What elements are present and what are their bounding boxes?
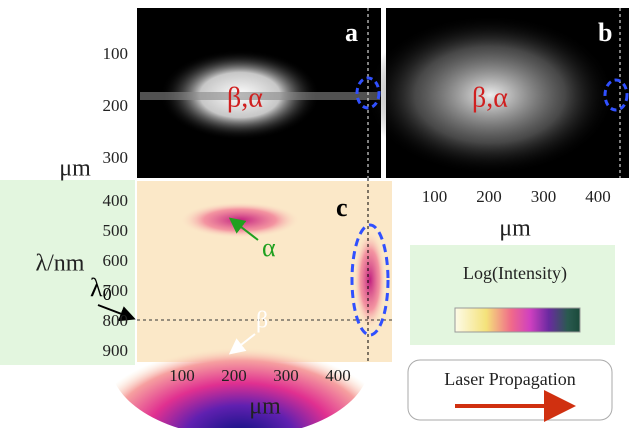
axis-label: μm — [499, 216, 531, 242]
panel-label: a — [345, 18, 358, 47]
tick-label: 300 — [531, 187, 557, 206]
panel-label: b — [598, 18, 612, 47]
tick-label: 200 — [221, 366, 247, 385]
panel-c-alpha-band — [180, 202, 300, 238]
tick-label: 300 — [273, 366, 299, 385]
annotation: β,α — [227, 82, 263, 113]
tick-label: 600 — [103, 251, 129, 270]
annotation: α — [262, 233, 276, 262]
tick-label: 100 — [422, 187, 448, 206]
tick-label: 300 — [103, 148, 129, 167]
tick-label: 900 — [103, 341, 129, 360]
panel-c-side-band — [354, 230, 386, 330]
tick-label: 700 — [103, 281, 129, 300]
panel-label: c — [336, 193, 348, 222]
tick-label: 800 — [103, 311, 129, 330]
figure: a b c β,α β,α α β λ0 μm λ/nm μm μm Log(I… — [0, 0, 629, 428]
axis-label: μm — [249, 394, 281, 420]
tick-label: 500 — [103, 221, 129, 240]
tick-label: 400 — [325, 366, 351, 385]
propagation-label: Laser Propagation — [444, 369, 575, 389]
page: a b c β,α β,α α β λ0 μm λ/nm μm μm Log(I… — [0, 0, 629, 428]
tick-label: 100 — [169, 366, 195, 385]
symbol: λ — [90, 273, 103, 302]
axis-label: μm — [59, 156, 91, 182]
tick-label: 200 — [476, 187, 502, 206]
tick-label: 200 — [103, 96, 129, 115]
annotation: β — [256, 308, 268, 334]
axis-label: λ/nm — [36, 251, 85, 277]
colorbar — [455, 308, 580, 332]
tick-label: 400 — [103, 191, 129, 210]
annotation: β,α — [472, 82, 508, 113]
tick-label: 400 — [585, 187, 611, 206]
colorbar-label: Log(Intensity) — [463, 263, 567, 284]
tick-label: 100 — [103, 44, 129, 63]
